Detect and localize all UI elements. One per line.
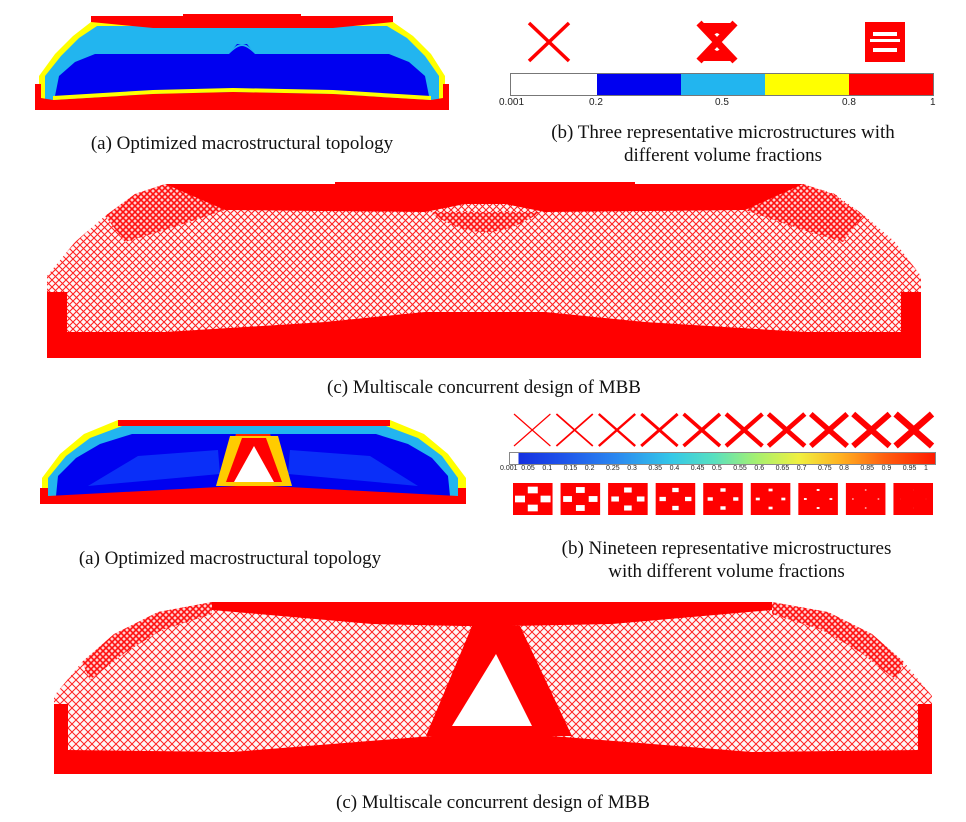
colorbar-1-tick: 0.5 <box>715 97 729 108</box>
microstructure-glyph <box>682 412 722 448</box>
microstructure-row-bottom <box>513 483 933 515</box>
microstructure-glyph <box>893 483 933 515</box>
microstructure-glyph <box>766 412 807 448</box>
colorbar-2-tick: 0.4 <box>669 465 680 472</box>
microstructure-glyph <box>598 413 636 447</box>
figure-2-caption-c: (c) Multiscale concurrent design of MBB <box>336 792 650 813</box>
colorbar-2-tick: 0.05 <box>521 465 535 472</box>
colorbar-1-tick: 0.001 <box>499 97 525 108</box>
colorbar-2-ticks: 0.001 0.05 0.1 0.15 0.2 0.25 0.3 0.35 0.4 0.45 0.5… <box>500 465 938 477</box>
colorbar-2-tick: 0.3 <box>627 465 637 472</box>
microstructure-glyph <box>555 413 594 447</box>
microstructure-glyph <box>513 413 551 447</box>
microstructure-glyph <box>560 483 601 515</box>
colorbar-2-tick: 1 <box>924 465 928 472</box>
microstructure-x-medium <box>696 20 738 64</box>
microstructure-glyph <box>809 411 849 449</box>
colorbar-2-tick: 0.6 <box>754 465 765 472</box>
colorbar-2-tick: 0.001 <box>500 465 518 472</box>
colorbar-1-blue <box>597 74 681 95</box>
colorbar-1-tick: 0.8 <box>842 97 856 108</box>
microstructure-glyph <box>513 483 553 515</box>
microstructure-x-thin <box>527 21 571 63</box>
colorbar-2 <box>509 452 936 465</box>
microstructure-glyph <box>640 412 679 448</box>
macro-topology-2 <box>40 420 466 504</box>
microstructure-glyph <box>608 483 648 515</box>
colorbar-1-red <box>849 74 933 95</box>
microstructure-glyph <box>851 411 892 449</box>
colorbar-1-tick: 1 <box>930 97 936 108</box>
colorbar-2-tick: 0.2 <box>584 465 595 472</box>
colorbar-2-tick: 0.8 <box>839 465 849 472</box>
figure-1-caption-c: (c) Multiscale concurrent design of MBB <box>327 377 641 398</box>
colorbar-2-tick: 0.45 <box>690 465 705 472</box>
figure-1-caption-b-line2: different volume fractions <box>623 145 823 166</box>
figure-2-caption-a: (a) Optimized macrostructural topology <box>78 548 382 569</box>
microstructure-glyph <box>798 483 838 515</box>
colorbar-2-tick: 0.1 <box>542 465 553 472</box>
colorbar-2-tick: 0.15 <box>563 465 578 472</box>
figure-2-caption-b-line1: (b) Nineteen representative microstructu… <box>561 538 892 559</box>
colorbar-2-tick: 0.7 <box>796 465 807 472</box>
colorbar-1-cyan <box>681 74 765 95</box>
microstructure-glyph <box>893 411 935 449</box>
colorbar-2-tick: 0.95 <box>902 465 917 472</box>
colorbar-2-tick: 0.75 <box>818 465 832 472</box>
colorbar-2-tick: 0.65 <box>775 465 790 472</box>
colorbar-1 <box>510 73 934 96</box>
microstructure-row-top <box>513 411 935 449</box>
multiscale-design-1 <box>47 182 921 358</box>
colorbar-2-tick: 0.55 <box>733 465 747 472</box>
colorbar-2-tick: 0.35 <box>648 465 663 472</box>
microstructure-glyph <box>724 412 764 448</box>
microstructure-glyph <box>703 483 743 515</box>
microstructure-glyph <box>845 483 886 515</box>
colorbar-1-tick: 0.2 <box>589 97 603 108</box>
colorbar-2-tick: 0.9 <box>881 465 892 472</box>
colorbar-2-tick: 0.5 <box>712 465 722 472</box>
microstructure-glyph <box>750 483 791 515</box>
figure-1-caption-b-line1: (b) Three representative microstructures… <box>551 122 895 143</box>
colorbar-2-tick: 0.85 <box>860 465 875 472</box>
multiscale-design-2 <box>54 602 932 774</box>
microstructure-glyph <box>655 483 696 515</box>
colorbar-2-tick: 0.25 <box>606 465 620 472</box>
microstructure-x-thick <box>865 22 905 62</box>
macro-topology-1 <box>35 14 449 110</box>
figure-1-caption-a: (a) Optimized macrostructural topology <box>90 133 394 154</box>
figure-2-caption-b-line2: with different volume fractions <box>608 561 845 582</box>
colorbar-1-yellow <box>765 74 849 95</box>
